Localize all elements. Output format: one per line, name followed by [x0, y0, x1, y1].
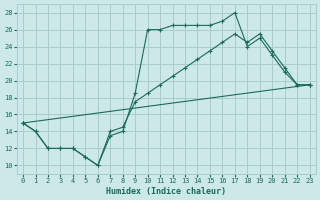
- X-axis label: Humidex (Indice chaleur): Humidex (Indice chaleur): [106, 187, 226, 196]
